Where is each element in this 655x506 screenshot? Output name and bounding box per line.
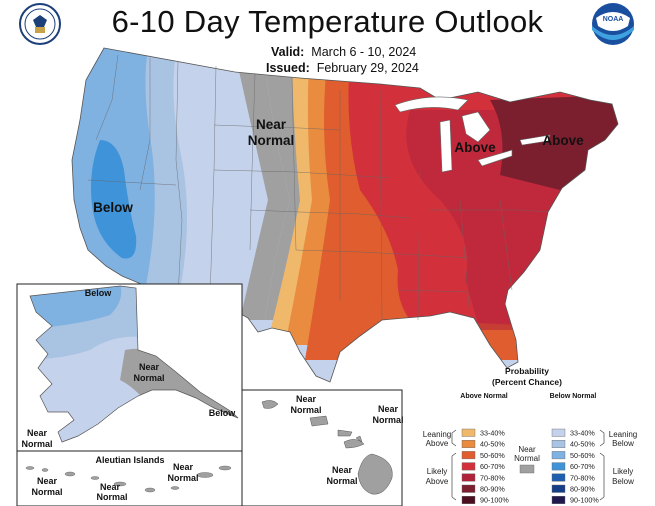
near-normal-zone xyxy=(232,48,290,320)
al-near-c-2: Normal xyxy=(167,473,198,483)
conus-labels: Below Near Normal Above Above xyxy=(93,117,584,215)
legend-above-rows: 33-40% 40-50% 50-60% 60-70% 70-80% 80-90% 90-1… xyxy=(461,428,509,505)
legend-below-range-label-6: 90-100% xyxy=(570,496,599,505)
legend-above-swatch-0 xyxy=(461,428,476,437)
hi-near-c-2: Normal xyxy=(326,476,357,486)
legend-above-header: Above Normal xyxy=(460,393,508,400)
legend-title-1: Probability xyxy=(505,366,549,376)
al-near-c-1: Near xyxy=(173,462,194,472)
legend-above-range-label-3: 60-70% xyxy=(480,462,505,471)
ak-near-a-2: Normal xyxy=(133,373,164,383)
legend-below-range-label-3: 60-70% xyxy=(570,462,595,471)
ak-near-b-2: Normal xyxy=(21,439,52,449)
legend-above-swatch-3 xyxy=(461,462,476,471)
likely-below-1: Likely xyxy=(613,467,633,476)
issued-date: Issued: February 29, 2024 xyxy=(266,61,419,75)
below-60-70-zone xyxy=(91,140,137,259)
hawaii-labels: Near Normal Near Normal Near Normal xyxy=(290,394,403,486)
hi-near-b-1: Near xyxy=(378,404,399,414)
ak-near-a-1: Near xyxy=(139,362,160,372)
leaning-above-1: Leaning xyxy=(423,430,451,439)
legend-above-range-label-5: 80-90% xyxy=(480,485,505,494)
noaa-logo-icon: NOAA xyxy=(592,3,634,45)
legend-near-2: Normal xyxy=(514,454,540,463)
ak-near-b-1: Near xyxy=(27,428,48,438)
likely-above-1: Likely xyxy=(427,467,447,476)
conus-near-label-1: Near xyxy=(256,117,287,132)
al-near-b-1: Near xyxy=(100,482,121,492)
legend-above-range-label-4: 70-80% xyxy=(480,473,505,482)
legend-below-swatch-2 xyxy=(551,451,566,460)
legend-below-swatch-6 xyxy=(551,496,566,504)
leaning-below-1: Leaning xyxy=(609,430,637,439)
probability-legend: Probability (Percent Chance) Above Norma… xyxy=(423,366,637,505)
legend-above-swatch-6 xyxy=(461,496,476,504)
great-lakes xyxy=(394,96,551,173)
likely-above-2: Above xyxy=(426,477,449,486)
conus-above-label-1: Above xyxy=(454,140,496,155)
state-borders xyxy=(87,54,549,321)
legend-above-swatch-2 xyxy=(461,451,476,460)
leaning-above-2: Above xyxy=(426,439,449,448)
legend-above-range-label-1: 40-50% xyxy=(480,440,505,449)
al-near-b-2: Normal xyxy=(96,492,127,502)
valid-dates: Valid: March 6 - 10, 2024 xyxy=(271,45,416,59)
leaning-below-2: Below xyxy=(612,439,634,448)
legend-above-range-label-6: 90-100% xyxy=(480,496,509,505)
legend-below-swatch-0 xyxy=(551,428,566,437)
valid-value: March 6 - 10, 2024 xyxy=(311,45,417,59)
conus-outline xyxy=(71,47,619,383)
hi-near-a-1: Near xyxy=(296,394,317,404)
legend-below-swatch-1 xyxy=(551,440,566,448)
legend-below-swatch-5 xyxy=(551,484,566,493)
legend-below-range-label-2: 50-60% xyxy=(570,451,595,460)
legend-below-rows: 33-40% 40-50% 50-60% 60-70% 70-80% 80-90% 90-1… xyxy=(551,428,599,505)
legend-below-range-label-5: 80-90% xyxy=(570,485,595,494)
legend-above-swatch-4 xyxy=(461,473,476,482)
legend-title-2: (Percent Chance) xyxy=(492,377,562,387)
aleutian-title: Aleutian Islands xyxy=(95,455,164,465)
al-near-a-1: Near xyxy=(37,476,58,486)
valid-label: Valid: xyxy=(271,45,305,59)
commerce-seal-icon xyxy=(19,3,61,45)
hi-near-c-1: Near xyxy=(332,465,353,475)
conus-below-label: Below xyxy=(93,200,133,215)
likely-below-2: Below xyxy=(612,477,634,486)
conus-above-label-2: Above xyxy=(542,133,584,148)
legend-above-swatch-5 xyxy=(461,484,476,493)
legend-below-range-label-0: 33-40% xyxy=(570,429,595,438)
ak-below-label-2: Below xyxy=(209,408,237,418)
page-title: 6-10 Day Temperature Outlook xyxy=(111,4,544,39)
hi-near-a-2: Normal xyxy=(290,405,321,415)
legend-below-header: Below Normal xyxy=(550,393,597,400)
alaska-outline xyxy=(29,285,239,443)
hawaii-islands xyxy=(261,400,393,495)
legend-below-swatch-3 xyxy=(551,462,566,471)
legend-below-range-label-1: 40-50% xyxy=(570,440,595,449)
legend-above-range-label-0: 33-40% xyxy=(480,429,505,438)
issued-value: February 29, 2024 xyxy=(316,61,419,75)
legend-swatch-near-normal xyxy=(519,464,535,474)
ak-below-label-1: Below xyxy=(85,288,113,298)
hi-near-b-2: Normal xyxy=(372,415,403,425)
legend-near-1: Near xyxy=(518,445,536,454)
aleutian-islands: Aleutian Islands Near Normal Near Normal… xyxy=(25,455,232,502)
legend-below-range-label-4: 70-80% xyxy=(570,473,595,482)
alaska-labels: Below Below Near Normal Near Normal xyxy=(21,288,236,449)
al-near-a-2: Normal xyxy=(31,487,62,497)
conus-near-label-2: Normal xyxy=(248,133,295,148)
legend-below-swatch-4 xyxy=(551,473,566,482)
issued-label: Issued: xyxy=(266,61,310,75)
legend-above-swatch-1 xyxy=(461,440,476,448)
legend-above-range-label-2: 50-60% xyxy=(480,451,505,460)
noaa-logo-text: NOAA xyxy=(603,16,624,23)
